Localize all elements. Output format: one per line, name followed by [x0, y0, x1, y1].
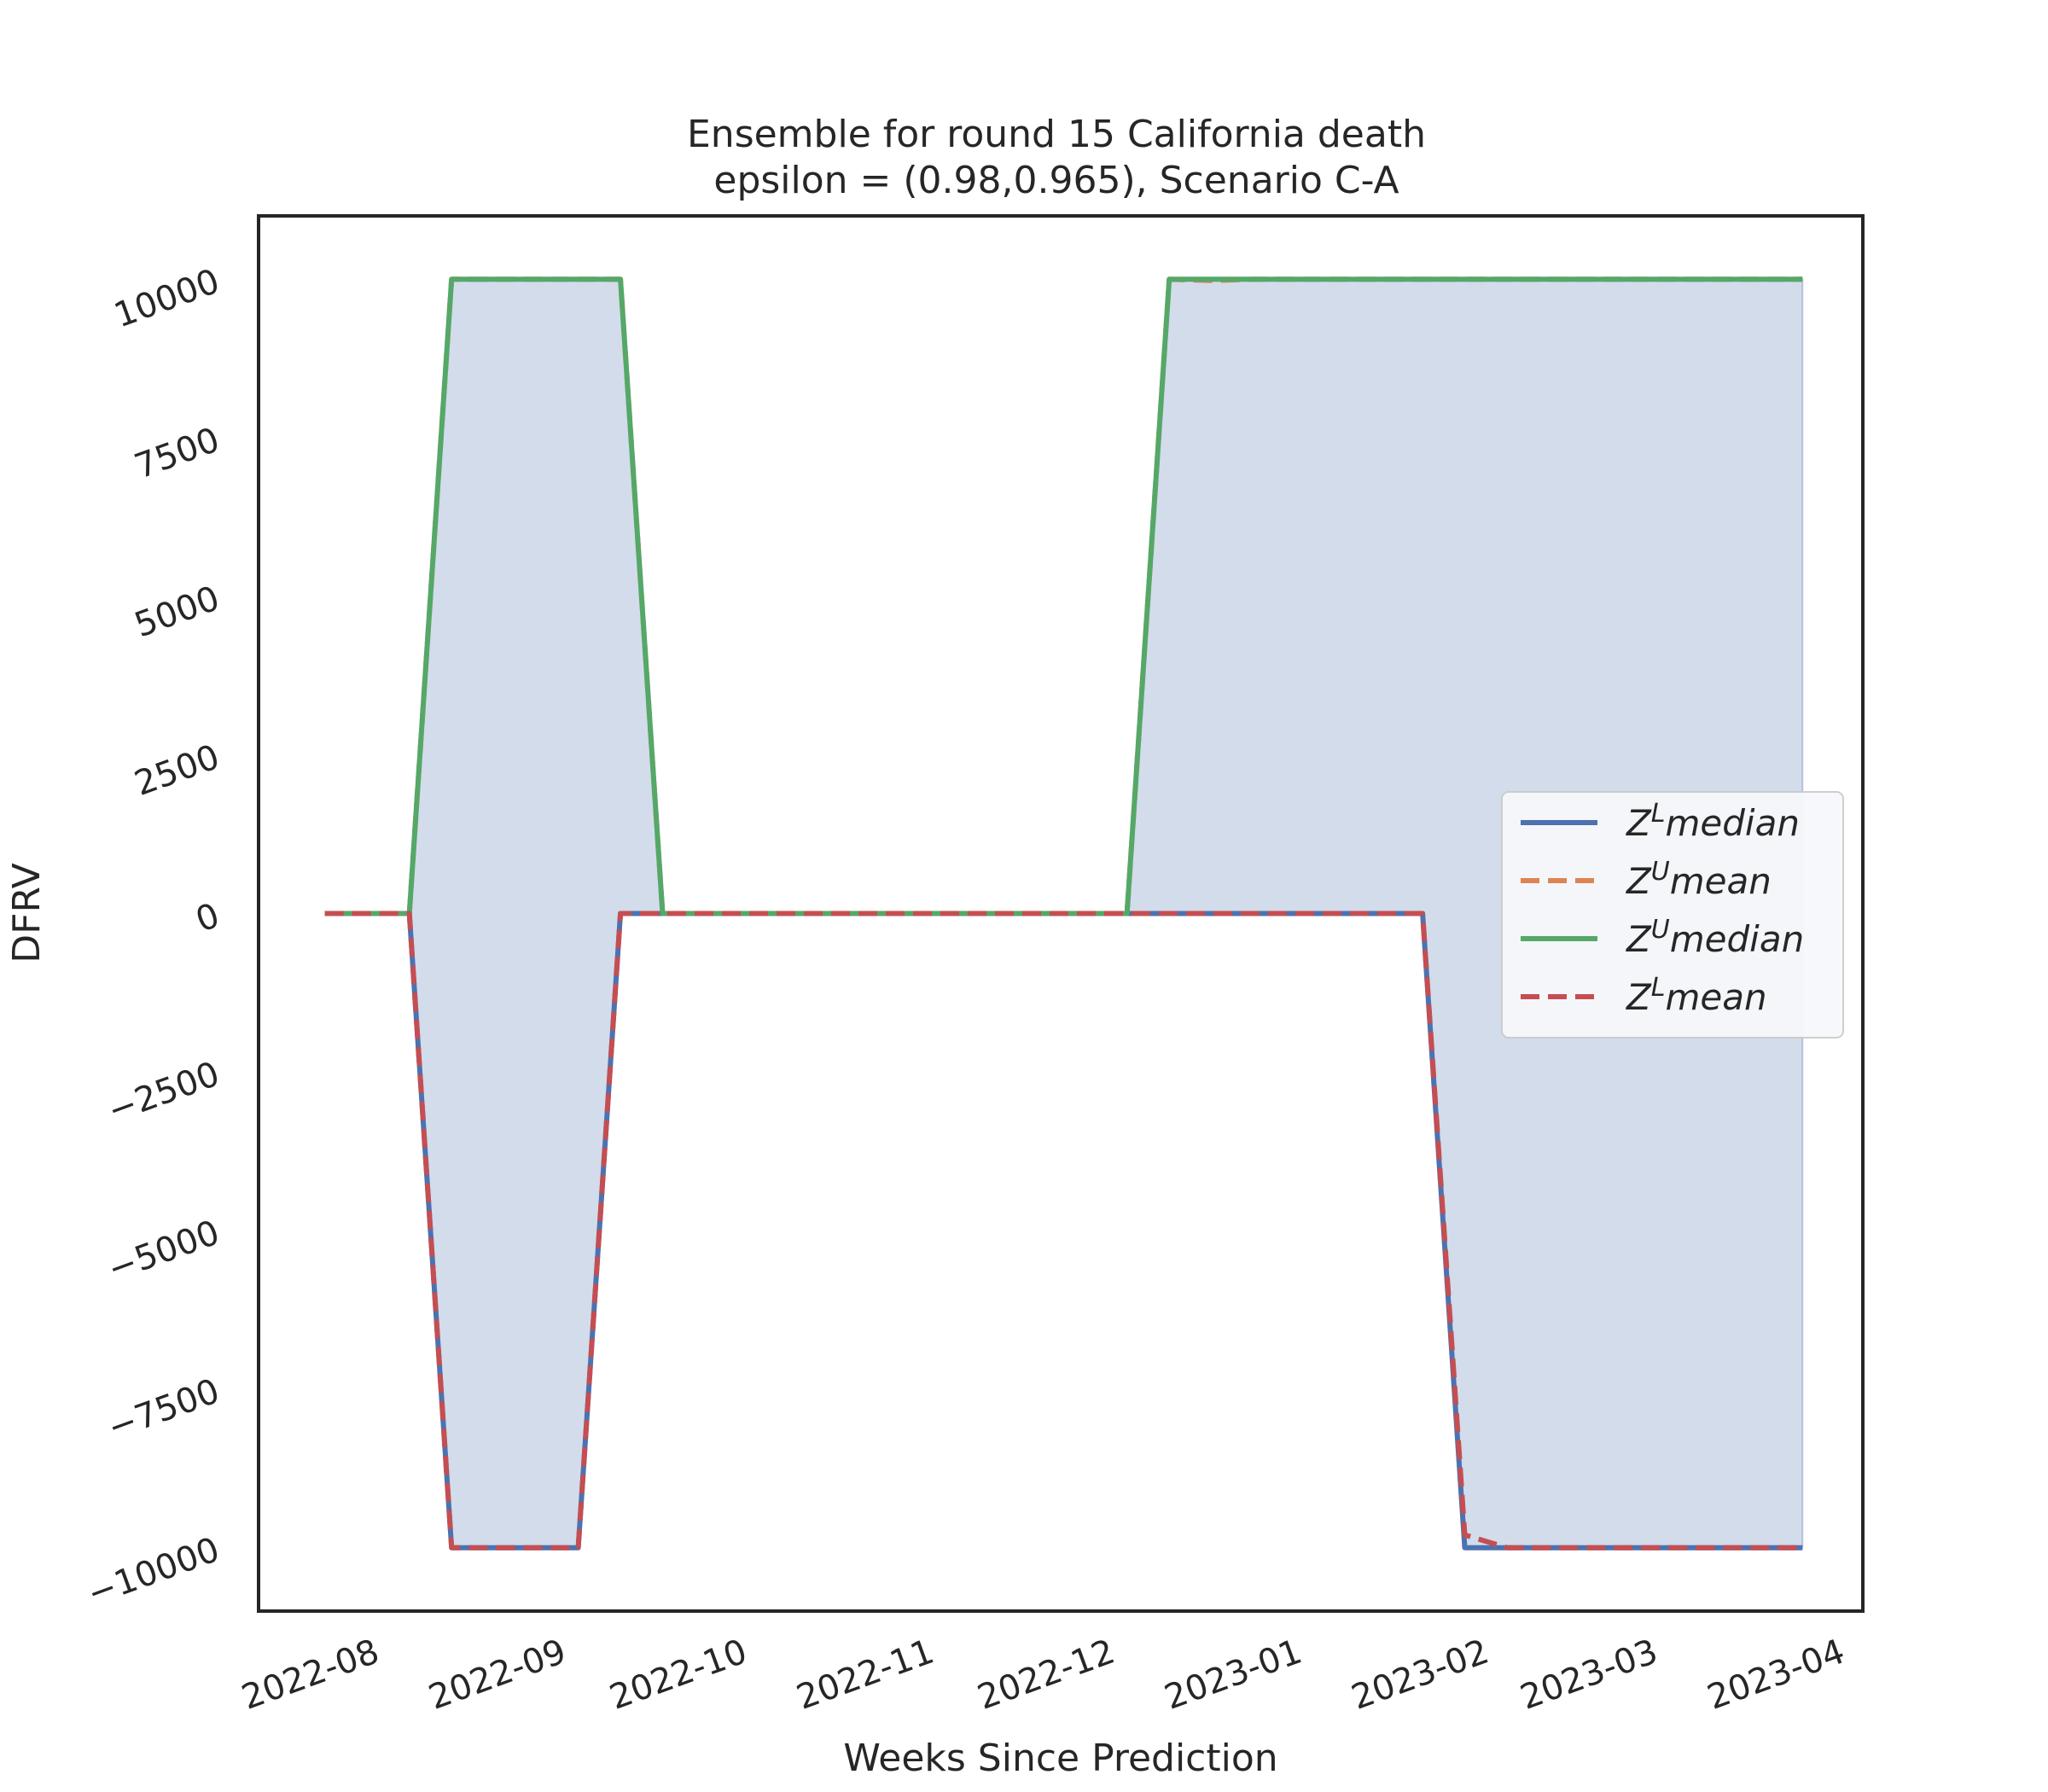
legend: ZLmedian ZUmean ZUmedian ZLmean [1501, 791, 1844, 1039]
x-axis-label: Weeks Since Prediction [843, 1737, 1277, 1780]
legend-label-3: ZUmedian [1626, 915, 1804, 960]
legend-label-1: ZLmedian [1626, 799, 1800, 844]
y-axis-label: DFRV [5, 863, 49, 963]
legend-label-4: ZLmean [1626, 973, 1767, 1018]
legend-box [1501, 791, 1844, 1039]
chart-title-line-2: epsilon = (0.98,0.965), Scenario C-A [713, 159, 1399, 202]
chart-title-line-1: Ensemble for round 15 California death [687, 113, 1426, 156]
legend-label-2: ZUmean [1626, 857, 1772, 902]
series-line-4 [324, 911, 1803, 1551]
plot-area [324, 276, 1804, 1551]
plot-frame [257, 214, 1865, 1613]
